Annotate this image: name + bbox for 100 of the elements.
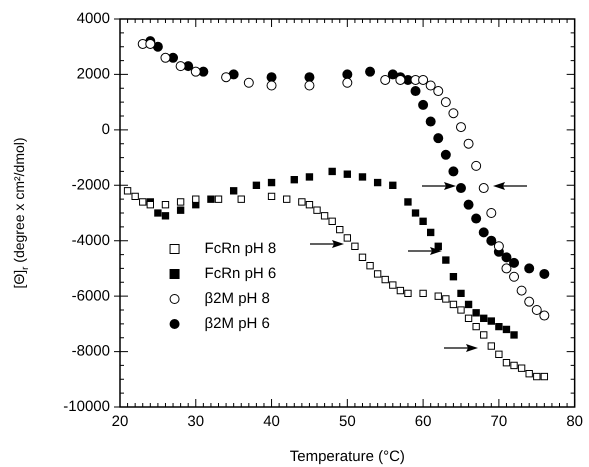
x-tick-label: 30 (187, 413, 204, 430)
y-tick-label: 4000 (76, 10, 110, 28)
x-tick-label: 60 (414, 413, 432, 430)
point (244, 78, 254, 88)
point (450, 300, 458, 308)
y-tick-label: -2000 (72, 176, 110, 194)
point (283, 195, 290, 203)
point (380, 74, 390, 85)
point (374, 270, 382, 278)
point (221, 72, 232, 82)
point (344, 234, 352, 242)
point (480, 314, 488, 322)
x-tick-label: 70 (490, 413, 508, 430)
point (495, 322, 503, 330)
point (532, 305, 542, 315)
point (342, 78, 352, 88)
point (396, 286, 404, 294)
point (306, 201, 314, 208)
point (434, 292, 442, 300)
point (389, 182, 396, 189)
point (480, 331, 488, 339)
point (501, 252, 512, 262)
point (448, 166, 458, 176)
point (471, 160, 482, 171)
point (478, 183, 489, 194)
point (176, 206, 184, 214)
point (524, 296, 534, 307)
point (433, 133, 444, 144)
point (457, 290, 465, 298)
y-axis-title: [Θ]r (degree x cm²/dmol) (11, 137, 32, 289)
x-tick-label: 80 (566, 413, 583, 430)
point (342, 69, 352, 80)
x-axis-title: Temperature (°C) (290, 448, 405, 465)
point (486, 208, 496, 218)
point (427, 228, 434, 236)
point (190, 66, 201, 77)
point (192, 195, 200, 203)
point (510, 331, 518, 339)
point (533, 372, 540, 380)
point (509, 258, 520, 268)
point (456, 183, 466, 194)
point (488, 342, 495, 350)
point (456, 122, 466, 132)
point (366, 262, 374, 270)
point (472, 309, 480, 316)
point (404, 290, 412, 298)
point (539, 310, 550, 321)
point (252, 182, 260, 189)
point (518, 364, 526, 372)
point (488, 317, 495, 325)
point (304, 80, 314, 91)
point (160, 52, 170, 63)
point (502, 358, 510, 366)
point (418, 74, 428, 85)
point (266, 80, 277, 91)
point (464, 300, 472, 308)
point (395, 74, 406, 85)
point (501, 263, 512, 274)
point (304, 72, 314, 82)
point (328, 168, 336, 176)
point (238, 195, 245, 203)
point (510, 362, 518, 370)
y-tick-label: 0 (102, 121, 110, 138)
point (358, 254, 366, 262)
point (389, 281, 396, 289)
point (495, 350, 503, 358)
point (306, 173, 314, 181)
point (152, 42, 163, 52)
point (374, 178, 382, 186)
point (418, 100, 428, 110)
y-tick-label: -8000 (72, 342, 110, 360)
point (524, 263, 534, 274)
point (440, 150, 451, 160)
y-tick-label: -4000 (72, 232, 110, 249)
point (450, 273, 458, 280)
point (290, 176, 298, 184)
point (382, 276, 389, 284)
point (410, 86, 421, 96)
point (124, 187, 132, 195)
point (404, 198, 412, 206)
point (442, 256, 450, 264)
y-tick-label: -6000 (72, 287, 110, 304)
point (298, 198, 306, 206)
point (207, 195, 215, 203)
point (472, 322, 480, 330)
point (146, 201, 154, 208)
point (502, 326, 510, 334)
point (162, 212, 170, 220)
x-tick-label: 50 (338, 413, 356, 430)
point (139, 198, 146, 206)
point (176, 61, 186, 72)
point (214, 195, 222, 203)
point (471, 214, 482, 224)
point (433, 86, 444, 96)
point (526, 370, 533, 378)
point (131, 192, 139, 200)
point (448, 108, 458, 118)
point (176, 198, 184, 206)
y-tick-label: -10000 (63, 398, 110, 416)
y-tick-label: 2000 (76, 66, 110, 83)
